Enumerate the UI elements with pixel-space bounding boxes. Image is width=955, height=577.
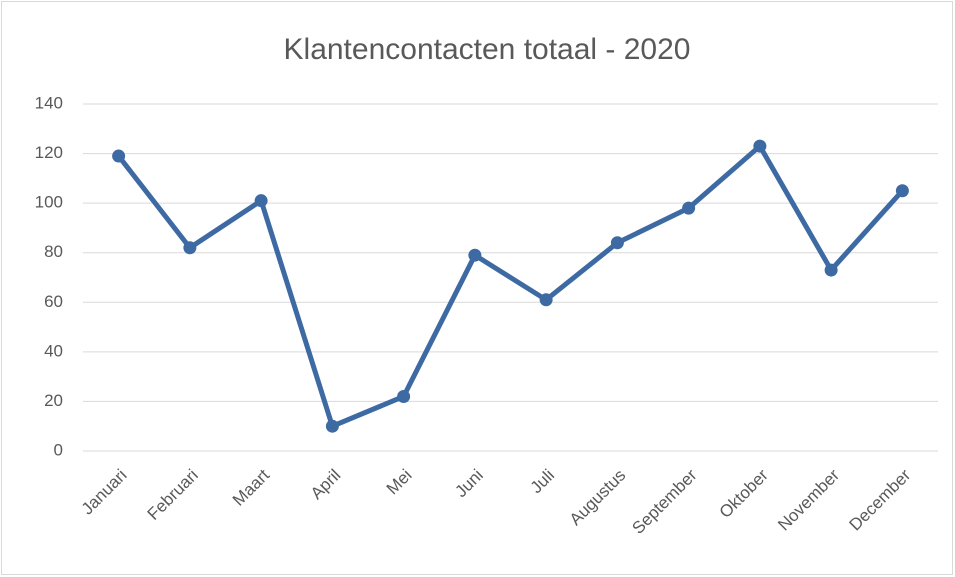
marker (254, 194, 268, 208)
marker (895, 184, 909, 198)
marker (682, 201, 696, 215)
marker (397, 389, 411, 403)
y-tick-label: 40 (44, 341, 63, 360)
y-tick-label: 100 (35, 193, 63, 212)
marker (539, 293, 553, 307)
y-tick-label: 20 (44, 391, 63, 410)
marker (468, 248, 482, 262)
y-tick-label: 60 (44, 292, 63, 311)
marker (183, 241, 197, 255)
y-tick-label: 120 (35, 143, 63, 162)
y-tick-label: 80 (44, 242, 63, 261)
chart-title: Klantencontacten totaal - 2020 (284, 33, 691, 66)
y-tick-label: 0 (54, 440, 63, 459)
marker (112, 149, 126, 163)
marker (610, 236, 624, 250)
line (116, 143, 905, 429)
marker (753, 139, 767, 153)
marker (325, 419, 339, 433)
y-tick-label: 140 (35, 93, 63, 112)
marker (824, 263, 838, 277)
